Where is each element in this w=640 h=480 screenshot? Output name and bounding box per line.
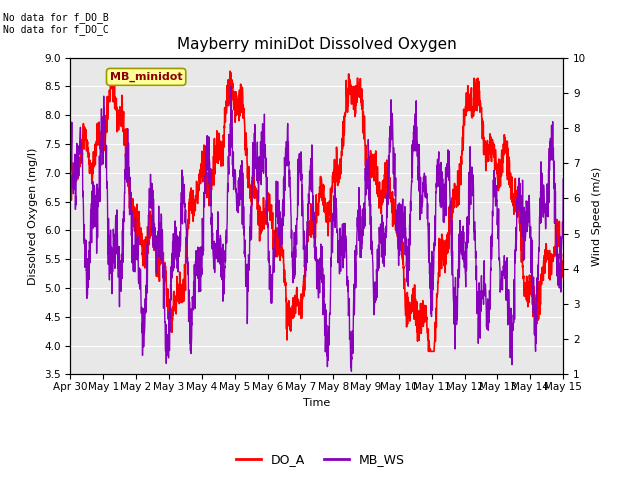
- Text: MB_minidot: MB_minidot: [110, 72, 182, 82]
- X-axis label: Time: Time: [303, 397, 330, 408]
- Title: Mayberry miniDot Dissolved Oxygen: Mayberry miniDot Dissolved Oxygen: [177, 37, 457, 52]
- Text: No data for f_DO_B
No data for f_DO_C: No data for f_DO_B No data for f_DO_C: [3, 12, 109, 36]
- Y-axis label: Dissolved Oxygen (mg/l): Dissolved Oxygen (mg/l): [29, 147, 38, 285]
- Y-axis label: Wind Speed (m/s): Wind Speed (m/s): [591, 167, 602, 265]
- Legend: DO_A, MB_WS: DO_A, MB_WS: [230, 448, 410, 471]
